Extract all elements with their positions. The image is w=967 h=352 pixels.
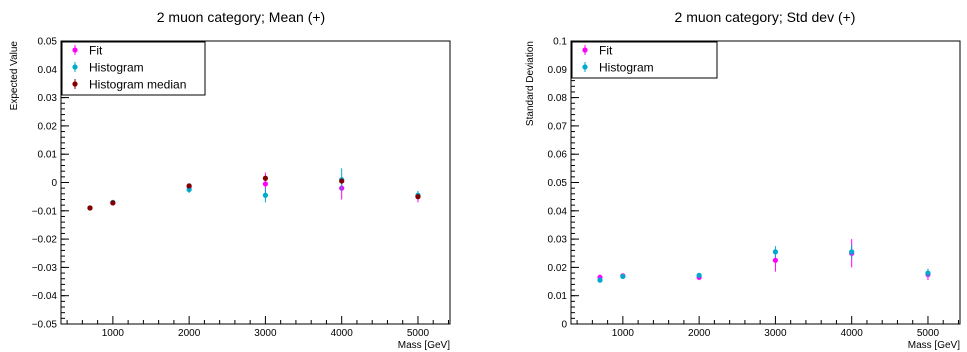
- chart1-x-tick-label: 2000: [178, 328, 201, 339]
- chart2-series2-point: [849, 249, 855, 255]
- chart2-y-tick-label: 0.07: [548, 121, 568, 132]
- chart2-y-tick-label: 0.02: [548, 263, 568, 274]
- chart2-y-axis-title: Standard Deviation: [525, 41, 536, 126]
- chart1-series3-point: [262, 175, 269, 181]
- chart2-y-tick-label: 0.06: [548, 150, 568, 161]
- chart2-x-tick-label: 5000: [917, 328, 940, 339]
- chart1-y-tick-label: 0.01: [38, 150, 58, 161]
- chart2-series2-point: [597, 277, 603, 283]
- chart2-legend-label: Fit: [599, 44, 613, 58]
- chart1-y-tick-label: −0.04: [32, 291, 58, 302]
- chart2-title: 2 muon category; Std dev (+): [675, 9, 856, 25]
- chart2-x-tick-label: 3000: [764, 328, 787, 339]
- chart1-x-tick-label: 1000: [102, 328, 125, 339]
- chart2-plot-frame: [570, 40, 961, 325]
- chart1-series2-point: [262, 192, 269, 198]
- chart1-series1-point: [262, 181, 269, 187]
- chart2-y-tick-label: 0.03: [548, 235, 568, 246]
- chart2-x-tick-label: 1000: [612, 328, 635, 339]
- chart1-x-axis-title: Mass [GeV]: [398, 340, 450, 351]
- chart2-x-axis-title: Mass [GeV]: [908, 340, 960, 351]
- chart1-y-tick-label: −0.02: [32, 235, 58, 246]
- chart1-y-axis-title: Expected Value: [9, 41, 20, 111]
- chart2-series2-point: [772, 249, 779, 255]
- chart1-legend-marker: [72, 64, 78, 70]
- chart1-y-tick-label: 0.04: [38, 65, 58, 76]
- chart1-y-tick-label: −0.05: [32, 320, 58, 331]
- chart2-legend-marker: [582, 64, 588, 70]
- chart1-series3-point: [110, 200, 116, 206]
- chart1-series3-point: [186, 183, 192, 189]
- chart2-legend-marker: [582, 47, 588, 53]
- chart2-y-tick-label: 0.05: [548, 178, 568, 189]
- chart2-series1-point: [772, 257, 779, 263]
- chart1-legend-label: Fit: [89, 44, 103, 58]
- chart2-legend-box: [571, 41, 718, 79]
- chart1-y-tick-label: −0.01: [32, 206, 58, 217]
- chart2-y-tick-label: 0.1: [553, 37, 567, 48]
- chart1-series2-point: [186, 186, 192, 193]
- chart2-x-tick-label: 4000: [841, 328, 864, 339]
- chart1-y-tick-label: 0: [51, 178, 57, 189]
- chart1-series3-point: [415, 194, 421, 200]
- chart1-y-tick-label: 0.05: [38, 37, 58, 48]
- chart2-y-tick-label: 0.04: [548, 206, 568, 217]
- chart2-y-tick-label: 0.08: [548, 93, 568, 104]
- chart1-y-tick-label: 0.03: [38, 93, 58, 104]
- chart1-y-tick-label: −0.03: [32, 263, 58, 274]
- chart2-legend-label: Histogram: [599, 61, 654, 75]
- chart2-series2-point: [925, 270, 931, 276]
- chart1-legend-marker: [72, 47, 78, 53]
- chart1-legend-label: Histogram: [89, 61, 144, 75]
- chart2-y-tick-label: 0.01: [548, 291, 568, 302]
- chart1-title: 2 muon category; Mean (+): [157, 9, 325, 25]
- chart2-series2-point: [696, 272, 702, 278]
- chart2-y-tick-label: 0: [561, 320, 567, 331]
- chart1-x-tick-label: 4000: [331, 328, 354, 339]
- chart2-series2-point: [620, 273, 626, 280]
- chart2-y-tick-label: 0.09: [548, 65, 568, 76]
- chart1-y-tick-label: 0.02: [38, 121, 58, 132]
- chart2-x-tick-label: 2000: [688, 328, 711, 339]
- chart1-legend-box: [61, 41, 206, 96]
- chart1-x-tick-label: 3000: [254, 328, 277, 339]
- chart1-series3-point: [339, 178, 345, 184]
- chart1-legend-marker: [72, 81, 78, 87]
- chart1-x-tick-label: 5000: [407, 328, 430, 339]
- chart1-legend-label: Histogram median: [89, 78, 186, 92]
- chart1-series3-point: [87, 205, 93, 211]
